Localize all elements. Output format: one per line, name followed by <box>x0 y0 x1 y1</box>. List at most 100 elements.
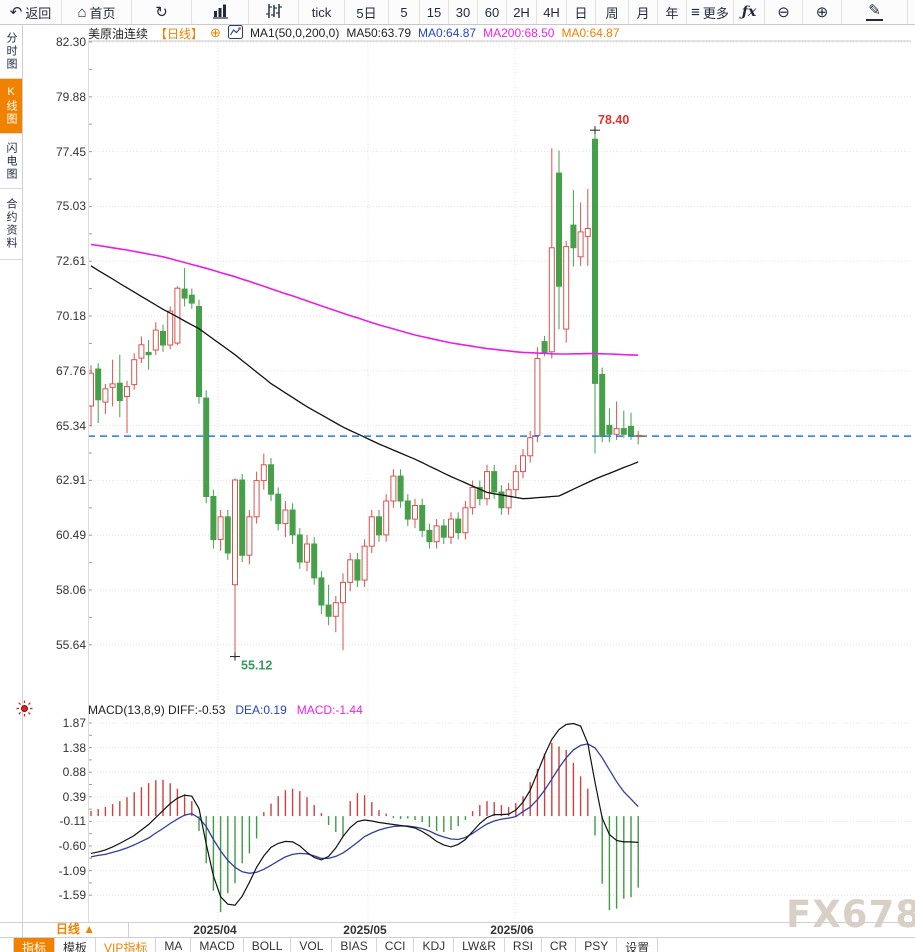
price-axis-label: 55.64 <box>55 637 86 652</box>
period-60-button-label: 60 <box>484 4 500 20</box>
tick-button-label: tick <box>311 4 332 20</box>
period-15-button-label: 15 <box>426 4 442 20</box>
period-day-button[interactable]: 日 <box>567 0 596 24</box>
period-label: 【日线】 <box>155 26 204 41</box>
refresh-button[interactable]: ↻ <box>132 0 192 24</box>
period-60-button[interactable]: 60 <box>478 0 507 24</box>
period-month-button[interactable]: 月 <box>629 0 658 24</box>
draw-button[interactable]: ✎ <box>842 0 908 24</box>
symbol-name: 美原油连续 <box>88 26 149 41</box>
period-week-button[interactable]: 周 <box>596 0 629 24</box>
tab-vol[interactable]: VOL <box>291 938 333 952</box>
fx-button[interactable]: ƒx <box>734 0 765 24</box>
back-button[interactable]: ↶ 返回 <box>0 0 62 24</box>
period-year-button[interactable]: 年 <box>658 0 687 24</box>
period-15-button[interactable]: 15 <box>420 0 449 24</box>
macd-axis-label: -0.11 <box>59 814 86 829</box>
sidebar-item-kline-chart[interactable]: K线图 <box>0 79 22 134</box>
tab-rsi[interactable]: RSI <box>504 938 542 952</box>
macd-header: MACD(13,8,9) DIFF:-0.53 DEA:0.19 MACD:-1… <box>88 702 363 718</box>
tabbar-top-divider <box>0 937 915 938</box>
sidebar-item-lightning-chart[interactable]: 闪电图 <box>0 134 22 189</box>
price-axis-label: 77.45 <box>55 144 86 159</box>
expand-icon[interactable]: ⊕ <box>210 25 221 40</box>
tab-indicator[interactable]: 指标 <box>13 938 56 952</box>
pen-icon: ✎ <box>866 2 883 21</box>
dea-value: DEA:0.19 <box>235 703 287 717</box>
tab-ma[interactable]: MA <box>156 938 192 952</box>
bar-chart-button[interactable] <box>192 0 249 24</box>
tab-lwr[interactable]: LW&R <box>454 938 505 952</box>
home-button-label: 首页 <box>89 5 116 21</box>
tab-kdj[interactable]: KDJ <box>414 938 455 952</box>
zoom-in-button[interactable]: ⊕ <box>803 0 842 24</box>
macd-value: MACD:-1.44 <box>296 703 363 717</box>
low-price-annotation: 55.12 <box>241 659 272 673</box>
macd-axis-label: 1.87 <box>62 716 86 730</box>
period-5-button-label: 5 <box>400 4 408 20</box>
ma200-value: MA200:68.50 <box>483 26 555 40</box>
top-toolbar: ↶ 返回 ⌂ 首页 ↻ tick 5日 5 15 30 60 2H 4H 日周月年 ≡ 更多 ƒx ⊖ ⊕ ✎ <box>0 0 915 25</box>
period-30-button[interactable]: 30 <box>449 0 478 24</box>
tab-template[interactable]: 模板 <box>55 938 97 952</box>
macd-axis-label: -0.60 <box>58 839 86 853</box>
period-5-button[interactable]: 5 <box>389 0 420 24</box>
period-week-button-label: 周 <box>605 5 619 21</box>
more-button[interactable]: ≡ 更多 <box>687 0 734 24</box>
back-arrow-icon: ↶ <box>9 3 23 21</box>
sidebar-item-time-chart-label: 分时图 <box>5 31 17 71</box>
period-selector[interactable]: 日线 ▲ <box>22 922 129 937</box>
price-axis-label: 70.18 <box>55 309 86 323</box>
zoom-in-icon: ⊕ <box>815 3 829 21</box>
ma-settings-label: MA1(50,0,200,0) <box>249 26 340 40</box>
period-5d-button[interactable]: 5日 <box>345 0 389 24</box>
macd-axis-label: -1.59 <box>58 888 86 903</box>
tab-cci[interactable]: CCI <box>376 938 415 952</box>
back-button-label: 返回 <box>25 5 52 21</box>
bar-chart-icon <box>212 3 229 22</box>
home-icon: ⌂ <box>77 3 87 21</box>
price-axis-label: 75.03 <box>55 199 86 214</box>
ma0-blue-value: MA0:64.87 <box>418 26 477 40</box>
tab-bias[interactable]: BIAS <box>332 938 377 952</box>
sidebar-item-contract-info[interactable]: 合约资料 <box>0 189 22 260</box>
watermark: FX678 <box>786 893 915 936</box>
price-axis-label: 62.91 <box>55 473 86 488</box>
price-axis-label: 79.88 <box>55 89 86 104</box>
more-button-label: 更多 <box>702 5 729 21</box>
candlestick-button[interactable] <box>249 0 299 24</box>
line-chart-icon[interactable] <box>227 24 243 42</box>
macd-axis-label: 0.88 <box>62 765 86 780</box>
tab-macd[interactable]: MACD <box>191 938 244 952</box>
sidebar-item-lightning-chart-label: 闪电图 <box>5 141 17 181</box>
refresh-icon: ↻ <box>155 3 168 21</box>
candlestick-icon <box>265 3 282 22</box>
zoom-out-icon: ⊖ <box>777 3 790 21</box>
chart-header: 美原油连续 【日线】 ⊕ MA1(50,0,200,0) MA50:63.79 … <box>88 24 620 42</box>
date-label: 2025/04 <box>193 923 237 937</box>
tick-button[interactable]: tick <box>299 0 345 24</box>
indicator-settings-icon[interactable] <box>16 700 33 722</box>
tab-psy[interactable]: PSY <box>576 938 618 952</box>
period-2h-button[interactable]: 2H <box>507 0 537 24</box>
tab-cr[interactable]: CR <box>541 938 577 952</box>
period-4h-button[interactable]: 4H <box>537 0 567 24</box>
date-label: 2025/06 <box>490 923 534 937</box>
high-price-annotation: 78.40 <box>598 113 629 127</box>
sidebar-item-time-chart[interactable]: 分时图 <box>0 24 22 79</box>
tab-vip-indicator[interactable]: VIP指标 <box>96 938 157 952</box>
price-axis-label: 60.49 <box>55 528 86 543</box>
ma0-orange-value: MA0:64.87 <box>561 26 620 40</box>
price-axis-label: 72.61 <box>55 254 86 269</box>
home-button[interactable]: ⌂ 首页 <box>62 0 132 24</box>
macd-params-diff-value: MACD(13,8,9) DIFF:-0.53 <box>88 703 226 717</box>
tab-settings[interactable]: 设置 <box>617 938 659 952</box>
price-axis-label: 67.76 <box>55 363 86 378</box>
tab-boll[interactable]: BOLL <box>243 938 292 952</box>
panel-bottom-divider <box>0 922 915 923</box>
price-axis-label: 82.30 <box>55 35 86 49</box>
zoom-out-button[interactable]: ⊖ <box>765 0 803 24</box>
sidebar-divider <box>22 24 23 937</box>
period-year-button-label: 年 <box>665 5 679 21</box>
